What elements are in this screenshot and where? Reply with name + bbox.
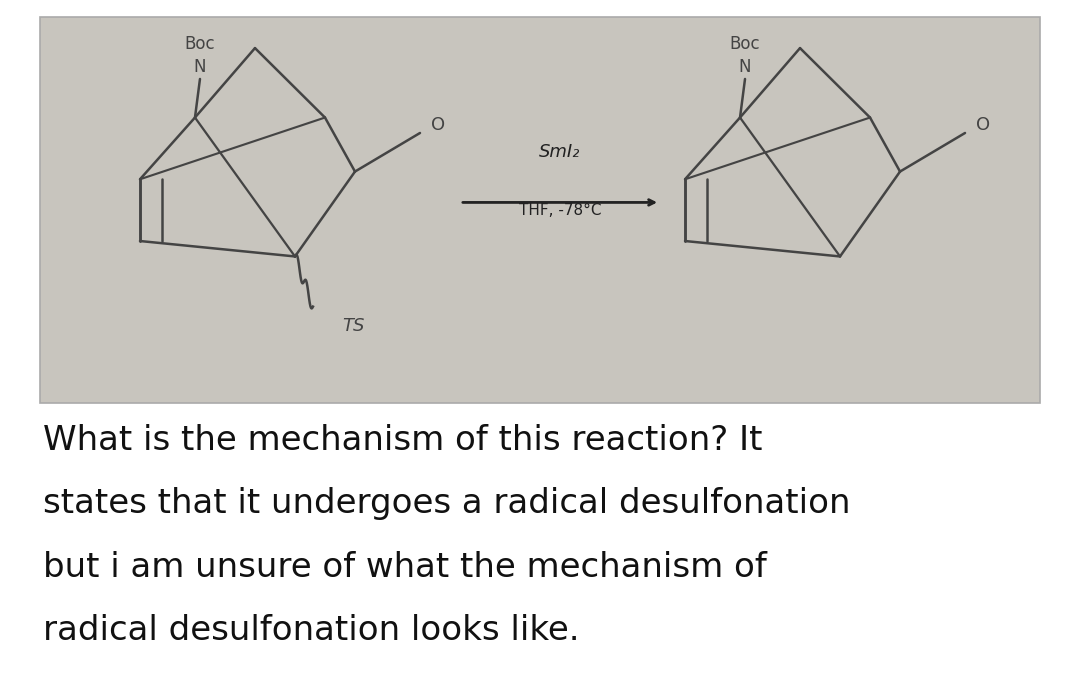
Text: What is the mechanism of this reaction? It: What is the mechanism of this reaction? … bbox=[43, 424, 762, 457]
Bar bbox=[40, 17, 1040, 403]
Text: Boc: Boc bbox=[730, 35, 760, 53]
Text: but i am unsure of what the mechanism of: but i am unsure of what the mechanism of bbox=[43, 551, 767, 584]
Text: SmI₂: SmI₂ bbox=[539, 143, 581, 161]
Text: THF, -78°C: THF, -78°C bbox=[518, 203, 602, 218]
Text: O: O bbox=[431, 116, 445, 134]
Text: states that it undergoes a radical desulfonation: states that it undergoes a radical desul… bbox=[43, 487, 851, 520]
Text: N: N bbox=[193, 59, 206, 76]
Text: Boc: Boc bbox=[185, 35, 215, 53]
Text: TS: TS bbox=[341, 317, 364, 335]
Text: N: N bbox=[739, 59, 752, 76]
Text: O: O bbox=[976, 116, 990, 134]
Text: radical desulfonation looks like.: radical desulfonation looks like. bbox=[43, 614, 580, 647]
